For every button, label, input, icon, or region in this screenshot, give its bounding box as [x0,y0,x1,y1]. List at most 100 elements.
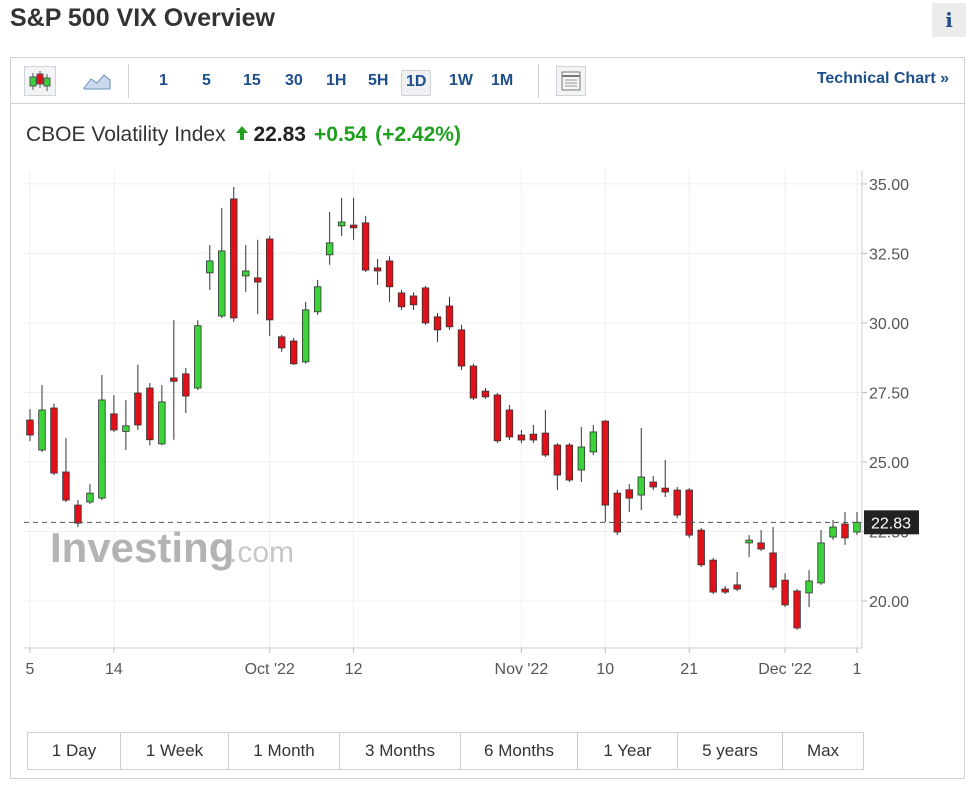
area-icon[interactable] [83,70,111,90]
candle-body [134,392,142,426]
candle-body [697,529,705,566]
candle-body [206,260,214,274]
y-tick-label: 20.00 [869,594,909,611]
candle-icon[interactable] [24,66,56,96]
candle-body [529,433,538,441]
candle-body [242,270,250,277]
candle-body [757,542,765,550]
candle-body [421,287,430,324]
interval-button[interactable]: 1M [491,72,514,89]
candle-body [769,552,777,588]
candle-body [397,292,406,308]
divider [538,64,539,98]
interval-button[interactable]: 15 [243,72,261,89]
x-tick-label: 14 [105,661,123,678]
candle-body [541,432,550,456]
range-button[interactable]: 1 Week [121,733,229,769]
candle-body [361,222,370,271]
candle-body [289,340,298,365]
candle-body [709,559,717,593]
candle-body [26,419,34,436]
watermark-suffix: .com [229,536,294,569]
candle-body [817,542,825,584]
x-tick-label: Dec '22 [758,661,812,678]
quote-line: CBOE Volatility Index 22.83 +0.54 (+2.42%) [26,123,461,147]
candle-body [625,489,633,499]
x-tick-label: 1 [853,661,862,678]
candles [24,186,862,630]
candle-body [110,413,118,431]
candle-body [613,492,621,533]
interval-button[interactable]: 5 [202,72,211,89]
x-tick-label: 5 [26,661,35,678]
range-button[interactable]: 1 Day [28,733,121,769]
candle-body [146,387,154,441]
candle-body [86,492,94,503]
change: +0.54 [314,123,368,146]
candle-body [793,590,801,629]
range-button[interactable]: 3 Months [340,733,461,769]
x-tick-label: 10 [596,661,614,678]
candle-body [505,409,514,438]
change-percent: (+2.42%) [375,123,461,146]
candle-body [721,588,729,593]
candle-body [50,407,58,474]
interval-button[interactable]: 30 [285,72,303,89]
candle-body [589,431,598,453]
interval-button[interactable]: 1H [326,72,347,89]
candle-body [385,260,394,288]
candle-body [409,295,418,306]
last-price: 22.83 [253,123,306,146]
axes: 20.0022.5025.0027.5030.0032.5035.00514Oc… [24,170,919,678]
watermark-brand: Investing [50,524,234,571]
widget-frame [10,57,965,779]
range-button[interactable]: Max [806,741,840,760]
x-tick-label: 21 [680,661,698,678]
candle-body [194,325,202,389]
range-button[interactable]: 1 Year [578,733,678,769]
candle-body [98,399,106,499]
candle-body [38,409,46,451]
candle-body [122,425,130,432]
last-price-label: 22.83 [871,515,911,532]
x-tick-label: 12 [345,661,363,678]
info-button[interactable]: i [932,3,966,37]
candle-body [218,250,226,317]
candle-body [325,242,334,256]
range-button[interactable]: 5 years [678,733,783,769]
candle-body [493,394,502,442]
divider [128,64,129,98]
candle-body [469,365,478,399]
chart: Investing .com 20.0022.5025.0027.5030.00… [24,170,919,678]
candle-body [266,238,274,321]
candle-body [277,336,286,349]
candle-body [733,584,741,590]
candle-body [781,579,789,606]
y-tick-label: 25.00 [869,455,909,472]
interval-button[interactable]: 1W [449,72,473,89]
candle-body [565,444,574,481]
interval-button[interactable]: 1 [159,72,168,89]
page-title: S&P 500 VIX Overview [10,4,275,32]
candle-body [601,420,610,506]
candle-body [481,390,490,398]
candle-body [829,526,837,538]
candle-body [577,446,586,471]
interval-button[interactable]: 5H [368,72,389,89]
interval-button[interactable]: 1D [401,70,432,96]
candle-body [433,316,442,331]
y-tick-label: 35.00 [869,177,909,194]
indicator-icon[interactable] [556,66,586,96]
range-button[interactable]: 1 Month [229,733,340,769]
y-tick-label: 32.50 [869,246,909,263]
x-tick-label: Nov '22 [495,661,549,678]
candle-body [649,481,657,488]
candle-body [230,198,238,319]
candle-body [254,277,262,283]
technical-chart-link[interactable]: Technical Chart » [816,70,949,87]
range-button[interactable]: 6 Months [461,733,578,769]
candle-body [457,329,466,367]
range-bar: 1 Day 1 Week 1 Month 3 Months 6 Months 1 Year… [27,732,864,770]
candle-body [337,221,346,227]
